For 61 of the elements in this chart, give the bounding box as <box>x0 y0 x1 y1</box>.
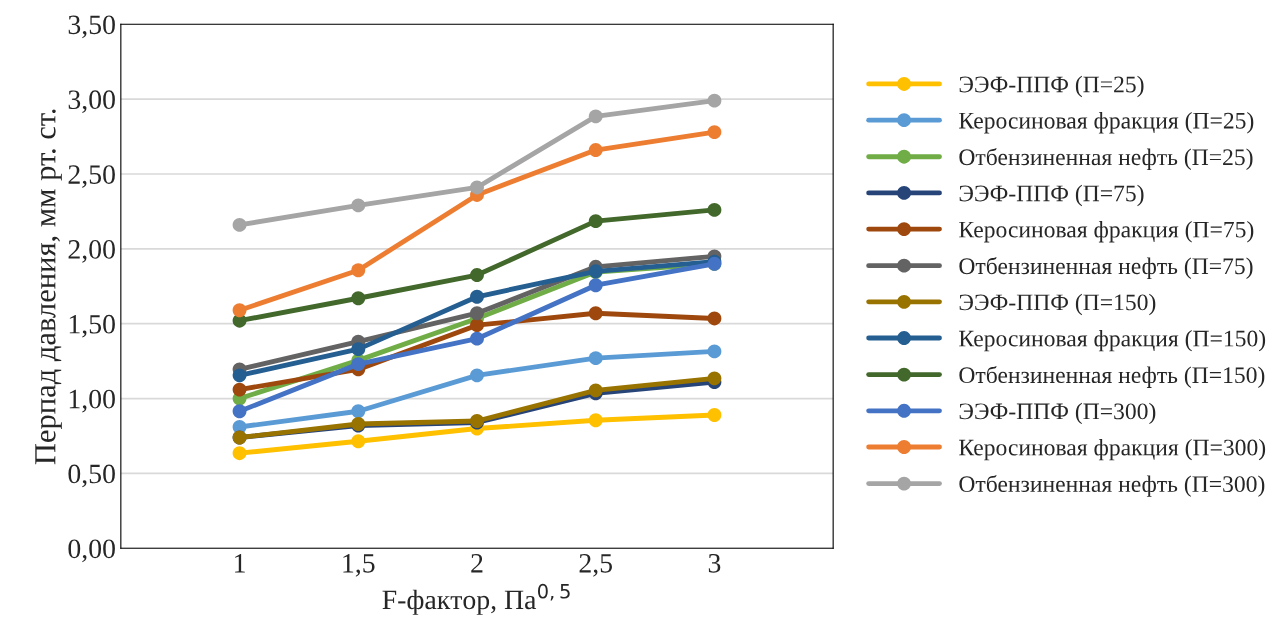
point <box>470 289 484 304</box>
point <box>351 357 366 372</box>
legend-label: ЭЭФ-ППФ (П=25) <box>959 75 1144 98</box>
legend-label: ЭЭФ-ППФ (П=300) <box>959 402 1156 425</box>
point <box>351 404 366 419</box>
legend-label: Отбензиненная нефть (П=25) <box>959 148 1253 170</box>
point <box>232 404 247 419</box>
legend-label: Керосиновая фракция (П=150) <box>959 329 1266 352</box>
point <box>707 93 722 108</box>
legend-label: Отбензиненная нефть (П=75) <box>959 257 1253 279</box>
legend-label: ЭЭФ-ППФ (П=150) <box>959 293 1156 316</box>
point <box>588 351 603 366</box>
y-tick-label: 2,00 <box>68 240 115 263</box>
y-axis-title: Перпад давления, мм рт. ст. <box>35 109 62 465</box>
y-tick-label: 0,00 <box>68 539 115 563</box>
x-tick-label: 2 <box>471 554 483 573</box>
y-tick-label: 3,00 <box>68 90 115 114</box>
x-tick-label: 2,5 <box>579 554 612 577</box>
y-tick-label: 0,50 <box>68 464 115 488</box>
point <box>707 125 722 140</box>
legend-label: ЭЭФ-ППФ (П=75) <box>959 184 1144 207</box>
point <box>588 109 603 124</box>
legend-label: Керосиновая фракция (П=25) <box>959 112 1254 134</box>
point <box>470 268 484 282</box>
y-tick-label: 1,50 <box>69 314 115 338</box>
point <box>232 217 247 232</box>
point <box>470 368 484 383</box>
legend-label: Отбензиненная нефть (П=300) <box>959 474 1265 497</box>
point <box>351 291 366 306</box>
point <box>470 306 484 321</box>
legend-label: Керосиновая фракция (П=300) <box>959 438 1266 461</box>
point <box>707 311 722 326</box>
y-tick-label: 3,50 <box>68 15 115 39</box>
x-axis-title: F-фактор, Па$^{0,5}$ <box>382 583 570 615</box>
point <box>351 434 366 449</box>
point <box>351 198 366 213</box>
point <box>588 214 603 229</box>
point <box>470 318 484 333</box>
point <box>351 263 366 278</box>
legend-label: Отбензиненная нефть (П=150) <box>959 365 1265 388</box>
point <box>232 303 247 318</box>
point <box>588 278 603 293</box>
x-tick-label: 1,5 <box>343 554 375 577</box>
point <box>588 143 603 157</box>
point <box>707 408 722 422</box>
point <box>232 382 247 397</box>
point <box>470 180 484 195</box>
point <box>707 344 722 359</box>
point <box>588 306 603 321</box>
x-tick-label: 1 <box>235 554 245 573</box>
legend-label: Керосиновая фракция (П=75) <box>959 220 1254 243</box>
x-tick-label: 3 <box>708 554 721 573</box>
y-tick-label: 1,00 <box>69 389 115 413</box>
point <box>232 446 247 461</box>
point <box>351 342 366 357</box>
point <box>588 413 603 428</box>
y-tick-label: 2,50 <box>68 165 115 188</box>
point <box>470 331 484 346</box>
point <box>232 368 247 383</box>
point <box>707 371 722 386</box>
point <box>707 202 722 217</box>
